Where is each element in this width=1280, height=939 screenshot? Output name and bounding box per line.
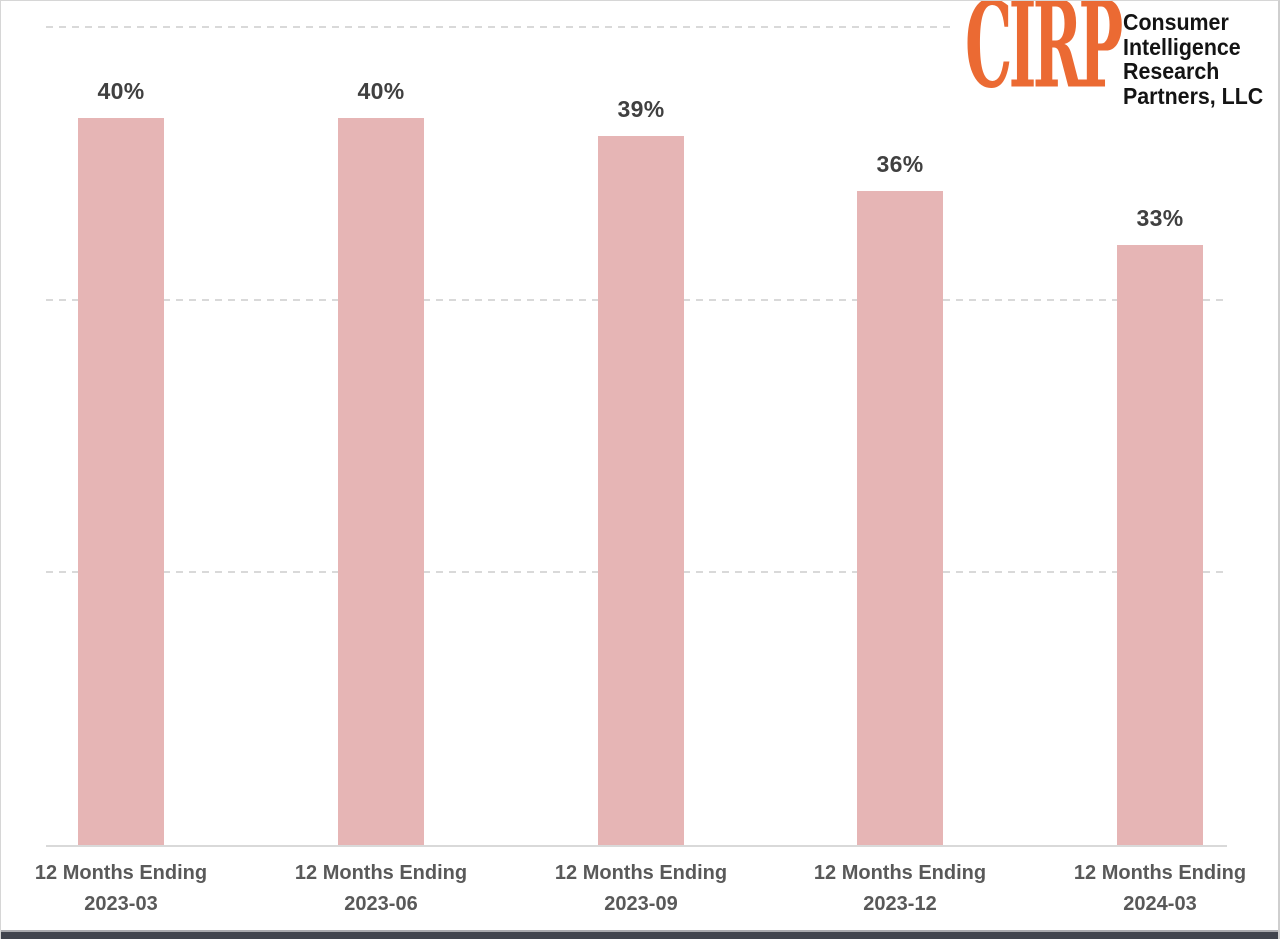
logo-subtitle-line: Research xyxy=(1123,58,1220,84)
x-axis-label-2023-03: 12 Months Ending 2023-03 xyxy=(1,858,261,920)
cirp-logo-subtitle: Consumer Intelligence Research Partners, LL… xyxy=(1123,10,1263,108)
bar-value-label: 39% xyxy=(617,96,665,122)
logo-subtitle-line: Intelligence xyxy=(1123,33,1241,60)
x-axis-label-period: 2023-12 xyxy=(863,893,937,915)
bar-value-label: 40% xyxy=(97,78,145,104)
cirp-logo: CIRP Consumer Intelligence Research Partner… xyxy=(951,1,1276,113)
bar-value-label: 33% xyxy=(1136,205,1184,231)
x-axis-line xyxy=(46,845,1227,847)
x-axis-label-prefix: 12 Months Ending xyxy=(813,862,987,884)
x-axis-label-period: 2023-09 xyxy=(604,893,678,915)
logo-subtitle-line: Partners, LLC xyxy=(1123,82,1264,109)
bar-2023-09 xyxy=(598,136,684,845)
x-axis-label-2023-12: 12 Months Ending 2023-12 xyxy=(760,858,1040,920)
x-axis-label-period: 2023-03 xyxy=(84,893,158,915)
bar-2023-06 xyxy=(338,118,424,845)
gridline-45pct xyxy=(46,26,1227,28)
x-axis-label-prefix: 12 Months Ending xyxy=(34,862,208,884)
bar-value-label: 40% xyxy=(357,78,405,104)
bar-2024-03 xyxy=(1117,245,1203,845)
x-axis-label-period: 2024-03 xyxy=(1123,893,1197,915)
bar-2023-03 xyxy=(78,118,164,845)
bar-value-label: 36% xyxy=(876,151,924,177)
x-axis-label-prefix: 12 Months Ending xyxy=(554,862,728,884)
bottom-edge-bar xyxy=(1,930,1278,939)
x-axis-label-period: 2023-06 xyxy=(344,893,418,915)
x-axis-label-prefix: 12 Months Ending xyxy=(294,862,468,884)
x-axis-label-2023-06: 12 Months Ending 2023-06 xyxy=(241,858,521,920)
x-axis-label-2023-09: 12 Months Ending 2023-09 xyxy=(501,858,781,920)
x-axis-label-prefix: 12 Months Ending xyxy=(1073,862,1247,884)
x-axis-label-2024-03: 12 Months Ending 2024-03 xyxy=(1020,858,1278,920)
cirp-logo-wordmark: CIRP xyxy=(965,0,1123,116)
bar-2023-12 xyxy=(857,191,943,845)
logo-subtitle-line: Consumer xyxy=(1123,9,1229,35)
